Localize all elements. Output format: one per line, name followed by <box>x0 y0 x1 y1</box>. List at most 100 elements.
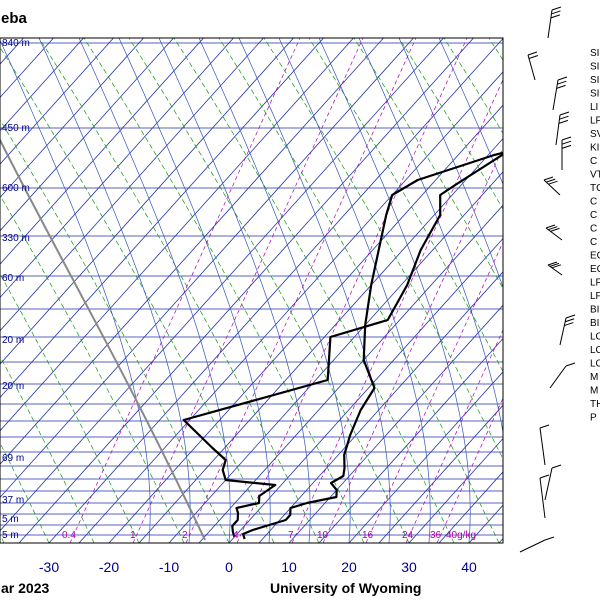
wind-barb-flag <box>561 136 572 141</box>
x-tick-label: -10 <box>159 559 179 575</box>
isotherm-line <box>318 337 503 543</box>
x-tick-label: 40 <box>461 559 477 575</box>
mixing-ratio-label: 2 <box>182 530 188 541</box>
wind-barb-flag <box>564 322 574 327</box>
wind-barb-flag <box>558 119 569 124</box>
isotherm-line <box>348 371 503 543</box>
isotherm-line <box>0 38 144 199</box>
wind-barb-flag <box>559 115 569 120</box>
isotherm-line <box>0 38 324 399</box>
index-label: SV <box>590 129 600 140</box>
isotherm-line <box>0 38 204 265</box>
wind-barb-flag <box>565 362 576 367</box>
wind-barb-flag <box>549 262 560 267</box>
mixing-ratio-line <box>365 241 503 543</box>
wind-barb-staff <box>544 467 553 501</box>
grid-lines <box>0 38 503 543</box>
wind-barb <box>519 536 555 553</box>
index-label: LI <box>590 102 598 113</box>
wind-barb-flag <box>565 318 575 323</box>
wind-barb-flag <box>551 464 562 469</box>
dry-adiabat <box>0 533 5 543</box>
mixing-ratio-label: 4 <box>233 530 239 541</box>
height-label: 5 m <box>2 530 19 541</box>
wind-barb-flag <box>565 314 576 319</box>
isotherm-line <box>168 171 503 543</box>
wind-barb-flag <box>551 6 562 11</box>
x-tick-label: 20 <box>341 559 357 575</box>
dry-adiabat <box>0 273 140 543</box>
index-label: SI <box>590 89 599 100</box>
index-label: SI <box>590 62 599 73</box>
isotherm-line <box>0 38 114 165</box>
isotherm-line <box>0 38 444 532</box>
isotherm-line <box>0 38 414 499</box>
index-label: P <box>590 413 597 424</box>
dry-adiabat <box>83 38 365 543</box>
isotherm-line <box>378 404 503 543</box>
wind-barb <box>539 474 550 519</box>
wind-barb-flag <box>545 224 556 229</box>
isotherm-line <box>0 38 84 132</box>
standard-atmosphere-curve <box>0 139 206 541</box>
height-label: 5 m <box>2 514 19 525</box>
index-label: SI <box>590 75 599 86</box>
index-label: BI <box>590 305 599 316</box>
index-label: LC <box>590 332 600 343</box>
isotherm-line <box>78 71 503 543</box>
wind-barb-flag <box>550 14 561 19</box>
wind-barb <box>539 424 550 466</box>
height-label: 69 m <box>2 453 24 464</box>
wind-barb-flag <box>539 424 550 429</box>
dry-adiabat <box>488 38 503 61</box>
height-label: 37 m <box>2 495 24 506</box>
mixing-ratio-line <box>405 329 503 543</box>
isotherm-line <box>108 104 503 543</box>
mixing-ratio-line <box>132 38 364 543</box>
wind-barb-staff <box>559 317 567 346</box>
height-label: 600 m <box>2 183 30 194</box>
mixing-ratio-label: 1 <box>130 530 136 541</box>
height-label: 20 m <box>2 335 24 346</box>
plot-frame <box>0 37 504 544</box>
x-tick-label: 0 <box>225 559 233 575</box>
isotherm-line <box>468 504 503 543</box>
dry-adiabat <box>0 442 50 543</box>
isotherm-line <box>198 204 503 543</box>
index-label: KI <box>590 143 599 154</box>
isotherm-line <box>0 38 354 432</box>
temperature-line <box>242 151 503 540</box>
dry-adiabat <box>443 38 503 134</box>
moist-adiabat <box>38 38 191 543</box>
mixing-ratio-labels: 0.4 1 2 4 7 10 16 24 36 40g/kg <box>62 530 476 541</box>
wind-barb-flag <box>547 261 558 266</box>
wind-barb-flag <box>561 140 572 145</box>
index-label: SI <box>590 48 599 59</box>
index-label: EC <box>590 251 600 262</box>
isotherm-line <box>498 537 503 543</box>
index-label: M <box>590 386 598 397</box>
mixing-ratio-line <box>291 78 503 543</box>
wind-barb-flag <box>546 178 556 183</box>
isotherm-line <box>0 38 294 365</box>
mixing-ratio-label: 0.4 <box>62 530 76 541</box>
dry-adiabat <box>398 38 503 210</box>
isotherm-line <box>0 38 174 232</box>
wind-barb-staff <box>547 9 553 39</box>
index-label: BI <box>590 318 599 329</box>
index-label: C <box>590 237 597 248</box>
wind-barb-flag <box>543 176 554 181</box>
wind-barb-flag <box>539 474 550 479</box>
index-label: LF <box>590 116 600 127</box>
moist-adiabat <box>278 38 431 543</box>
wind-barb-staff <box>543 179 561 196</box>
index-label: LF <box>590 278 600 289</box>
isotherm-line <box>0 38 264 332</box>
wind-barb-flag <box>556 84 566 89</box>
wind-barb-flag <box>557 80 567 85</box>
mixing-ratio-line <box>322 146 503 543</box>
mixing-ratio-line <box>436 397 503 543</box>
height-label: 330 m <box>2 233 30 244</box>
moist-adiabat <box>78 38 231 543</box>
wind-barb-flag <box>548 226 558 231</box>
